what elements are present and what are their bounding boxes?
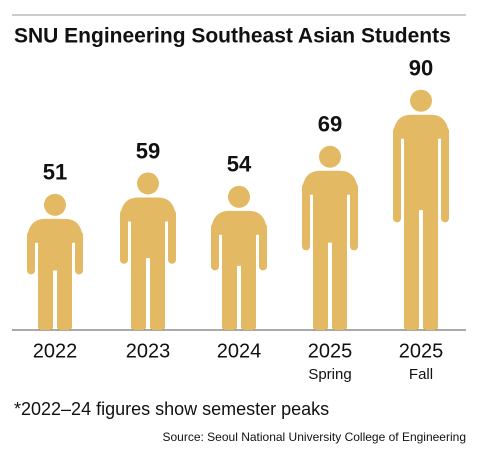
- figure-head: [410, 89, 432, 112]
- figure-leg: [222, 260, 237, 330]
- person-figure: [120, 172, 176, 330]
- figure-leg: [313, 237, 328, 330]
- figure-arm: [441, 126, 449, 223]
- value-label: 59: [136, 138, 160, 163]
- figure-arm: [27, 230, 35, 275]
- x-tick-label: 2022: [33, 340, 78, 362]
- figure-leg: [57, 265, 72, 330]
- figure-arm: [393, 126, 401, 223]
- person-figure: [27, 193, 83, 330]
- figure-torso: [404, 119, 438, 211]
- figure-torso: [222, 215, 256, 266]
- figure-arm: [168, 209, 176, 264]
- figure-arm: [120, 209, 128, 264]
- figure-arm: [302, 182, 310, 251]
- figure-leg: [131, 253, 146, 330]
- figure-leg: [150, 253, 165, 330]
- figure-arm: [259, 222, 267, 271]
- figure-arm: [211, 222, 219, 271]
- person-figure: [302, 145, 358, 330]
- figure-head: [228, 185, 250, 208]
- figure-leg: [241, 260, 256, 330]
- figure-arm: [75, 230, 83, 275]
- figure-leg: [404, 205, 419, 330]
- person-figure: [393, 89, 449, 330]
- value-label: 69: [318, 112, 342, 137]
- figure-leg: [38, 265, 53, 330]
- x-tick-sublabel: Fall: [409, 366, 433, 383]
- source: Source: Seoul National University Colleg…: [162, 430, 466, 444]
- figure-torso: [38, 223, 72, 271]
- x-tick-sublabel: Spring: [308, 366, 351, 383]
- figure-arm: [350, 182, 358, 251]
- x-tick-label: 2023: [126, 340, 171, 362]
- figure-head: [44, 193, 66, 216]
- note: *2022–24 figures show semester peaks: [14, 399, 329, 419]
- x-tick-label: 2024: [217, 340, 262, 362]
- figure-head: [137, 172, 159, 195]
- value-label: 54: [227, 152, 252, 177]
- figure-torso: [313, 175, 347, 243]
- figure-leg: [332, 237, 347, 330]
- chart-title: SNU Engineering Southeast Asian Students: [14, 25, 451, 48]
- x-tick-label: 2025: [308, 340, 353, 362]
- figure-torso: [131, 202, 165, 259]
- value-label: 51: [43, 160, 67, 185]
- value-label: 90: [409, 56, 433, 81]
- person-figure: [211, 185, 267, 330]
- figure-head: [319, 145, 341, 168]
- x-tick-label: 2025: [399, 340, 444, 362]
- figure-leg: [423, 205, 438, 330]
